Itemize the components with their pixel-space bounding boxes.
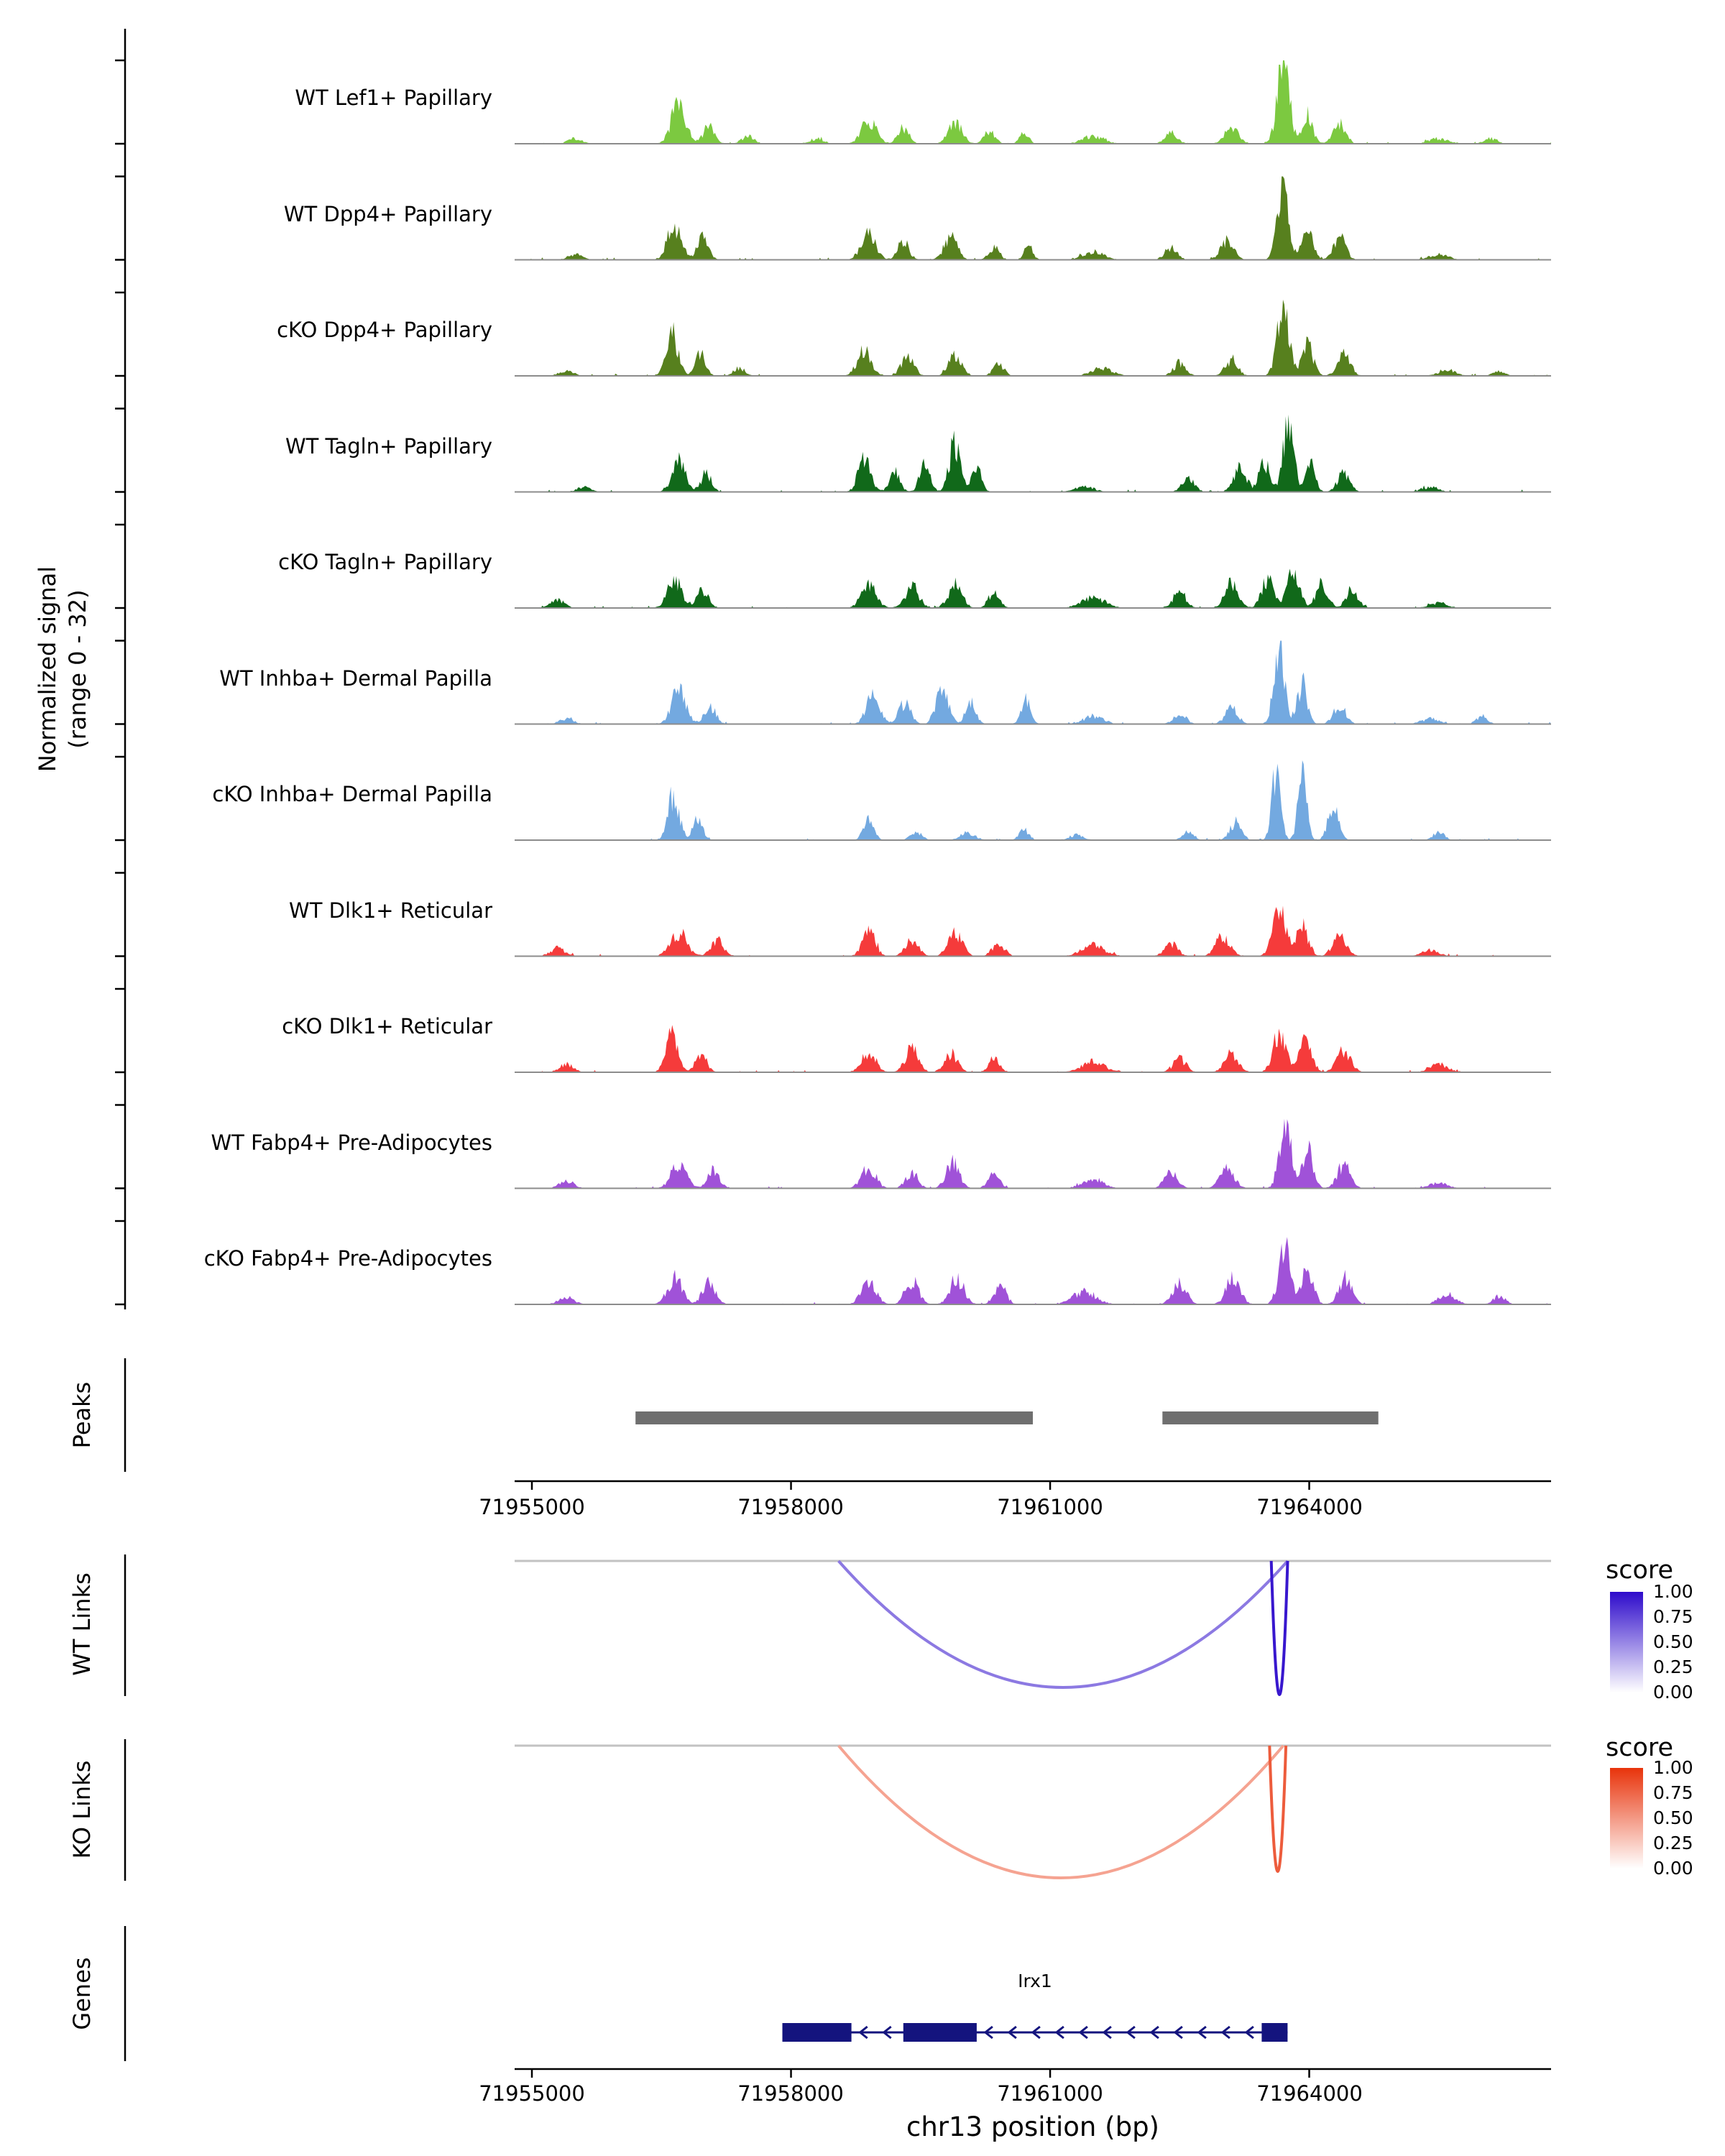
x-tick-label-genes-3: 71964000 xyxy=(1256,2081,1363,2106)
x-tick-label-peaks-2: 71961000 xyxy=(997,1495,1103,1519)
x-tick-label-peaks-0: 71955000 xyxy=(479,1495,585,1519)
coverage-track-9 xyxy=(515,1118,1551,1189)
ko-links-track xyxy=(124,1739,1551,1881)
ko-score-label-3: 0.25 xyxy=(1653,1833,1693,1853)
coverage-track-2 xyxy=(515,299,1551,377)
x-tick-label-peaks-3: 71964000 xyxy=(1256,1495,1363,1519)
track-label-wt-dlk1: WT Dlk1+ Reticular xyxy=(289,898,492,923)
track-label-cko-dpp4: cKO Dpp4+ Papillary xyxy=(277,318,492,342)
gene-name-label: Irx1 xyxy=(1018,1971,1052,1991)
ko-score-label-0: 1.00 xyxy=(1653,1757,1693,1778)
coverage-track-7 xyxy=(515,906,1551,957)
section-label-wt-links: WT Links xyxy=(68,1572,96,1676)
coverage-track-0 xyxy=(515,60,1551,144)
section-label-ko-links: KO Links xyxy=(68,1760,96,1859)
track-label-cko-inhba: cKO Inhba+ Dermal Papilla xyxy=(212,782,492,806)
gene-track xyxy=(124,1926,1288,2061)
wt-score-label-4: 0.00 xyxy=(1653,1682,1693,1703)
wt-score-label-2: 0.50 xyxy=(1653,1631,1693,1652)
wt-score-label-0: 1.00 xyxy=(1653,1581,1693,1602)
wt-score-title: score xyxy=(1606,1556,1674,1585)
x-tick-label-peaks-1: 71958000 xyxy=(737,1495,844,1519)
section-label-genes: Genes xyxy=(68,1957,96,2030)
track-label-wt-fabp4: WT Fabp4+ Pre-Adipocytes xyxy=(211,1130,493,1155)
coverage-track-4 xyxy=(515,568,1551,609)
x-axis-title: chr13 position (bp) xyxy=(906,2111,1159,2142)
ko-score-label-4: 0.00 xyxy=(1653,1858,1693,1879)
x-axis-peaks xyxy=(515,1480,1551,1490)
track-label-wt-lef1: WT Lef1+ Papillary xyxy=(295,86,492,110)
coverage-track-1 xyxy=(515,176,1551,261)
x-tick-label-genes-0: 71955000 xyxy=(479,2081,585,2106)
coverage-track-3 xyxy=(515,414,1551,493)
coverage-track-8 xyxy=(515,1025,1551,1073)
signal-axis-bracket xyxy=(115,29,126,1309)
x-axis-genes xyxy=(515,2068,1551,2078)
ko-score-gradient xyxy=(1610,1768,1643,1869)
track-label-cko-tagln: cKO Tagln+ Papillary xyxy=(278,550,492,574)
track-label-wt-tagln: WT Tagln+ Papillary xyxy=(285,434,492,459)
track-label-cko-fabp4: cKO Fabp4+ Pre-Adipocytes xyxy=(203,1246,492,1271)
wt-score-gradient xyxy=(1610,1592,1643,1692)
coverage-track-6 xyxy=(515,760,1551,841)
track-label-wt-dpp4: WT Dpp4+ Papillary xyxy=(283,202,492,226)
x-tick-label-genes-1: 71958000 xyxy=(737,2081,844,2106)
ko-score-label-2: 0.50 xyxy=(1653,1807,1693,1828)
ko-score-title: score xyxy=(1606,1733,1674,1762)
coverage-track-5 xyxy=(515,640,1551,725)
coverage-track-10 xyxy=(515,1237,1551,1305)
y-axis-label-line1: Normalized signal xyxy=(34,566,61,773)
peaks-track xyxy=(124,1358,1379,1472)
track-label-cko-dlk1: cKO Dlk1+ Reticular xyxy=(282,1014,492,1038)
wt-score-label-1: 0.75 xyxy=(1653,1606,1693,1627)
ko-score-label-1: 0.75 xyxy=(1653,1782,1693,1803)
wt-score-label-3: 0.25 xyxy=(1653,1657,1693,1677)
wt-links-track xyxy=(124,1554,1551,1696)
section-label-peaks: Peaks xyxy=(68,1381,96,1449)
x-tick-label-genes-2: 71961000 xyxy=(997,2081,1103,2106)
track-label-wt-inhba: WT Inhba+ Dermal Papilla xyxy=(219,666,492,691)
